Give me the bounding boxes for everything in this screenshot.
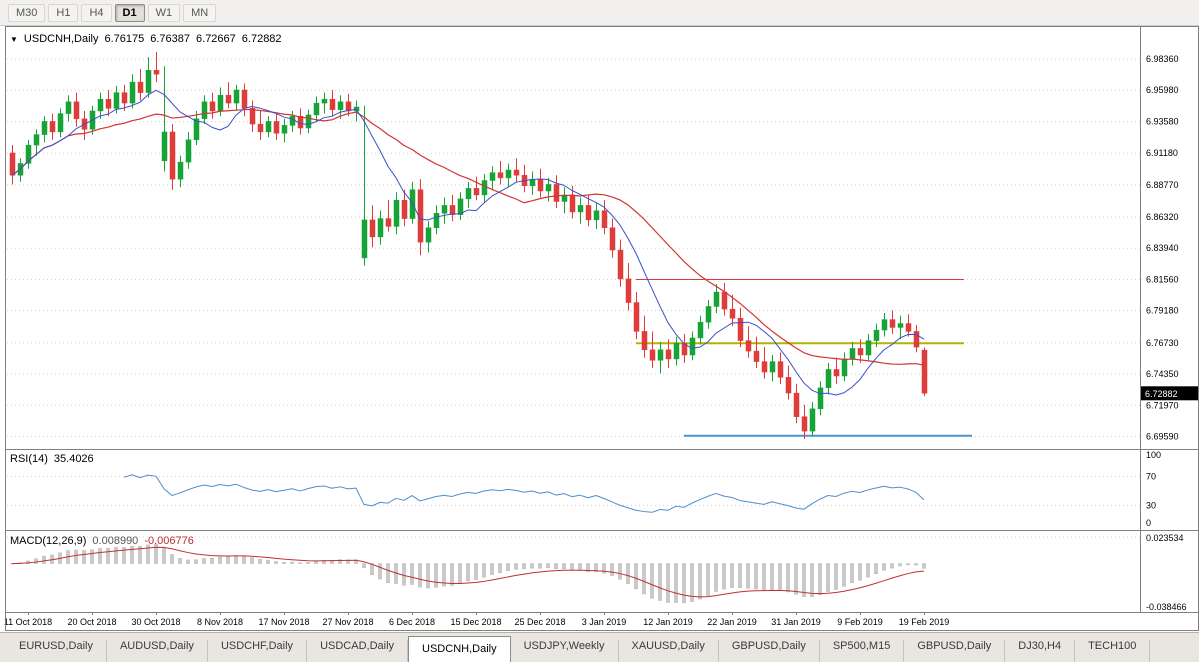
tab-usdchf-daily[interactable]: USDCHF,Daily — [208, 640, 308, 662]
timeframe-button-h1[interactable]: H1 — [48, 3, 79, 22]
timeframe-button-w1[interactable]: W1 — [147, 3, 181, 22]
macd-pane: 0.023534 -0.038466 — [7, 533, 1187, 612]
svg-text:31 Jan 2019: 31 Jan 2019 — [771, 617, 821, 627]
svg-text:6.86320: 6.86320 — [1146, 212, 1179, 222]
svg-text:6.79180: 6.79180 — [1146, 306, 1179, 316]
current-price-badge: 6.72882 — [1141, 386, 1198, 401]
svg-text:30: 30 — [1146, 500, 1156, 510]
rsi-indicator-label: RSI(14) 35.4026 — [10, 453, 94, 465]
price-axis: 6.98360 6.95980 6.93580 6.91180 6.88770 6.863… — [1146, 54, 1179, 442]
timeframe-button-mn[interactable]: MN — [183, 3, 217, 22]
svg-text:6.98360: 6.98360 — [1146, 54, 1179, 64]
timeframe-button-m30[interactable]: M30 — [8, 3, 46, 22]
svg-text:30 Oct 2018: 30 Oct 2018 — [131, 617, 180, 627]
timeframe-button-d1[interactable]: D1 — [114, 3, 145, 22]
rsi-pane: 100 70 30 0 — [7, 450, 1161, 528]
price-grid — [7, 58, 1140, 437]
moving-averages — [11, 89, 925, 396]
tab-gbpusd-daily[interactable]: GBPUSD,Daily — [904, 640, 1006, 662]
svg-text:6.83940: 6.83940 — [1146, 243, 1179, 253]
tab-usdjpy-weekly[interactable]: USDJPY,Weekly — [511, 640, 619, 662]
ohlc-open: 6.76175 — [104, 33, 145, 45]
svg-text:6 Dec 2018: 6 Dec 2018 — [389, 617, 435, 627]
chevron-down-icon[interactable]: ▼ — [10, 34, 18, 44]
svg-text:100: 100 — [1146, 450, 1161, 460]
ohlc-close: 6.72882 — [241, 33, 282, 45]
svg-text:6.69590: 6.69590 — [1146, 432, 1179, 442]
date-axis: 11 Oct 2018 20 Oct 2018 30 Oct 2018 8 Nov 2… — [4, 612, 949, 627]
svg-text:6.81560: 6.81560 — [1146, 274, 1179, 284]
tab-gbpusd-daily[interactable]: GBPUSD,Daily — [719, 640, 820, 662]
svg-text:6.71970: 6.71970 — [1146, 400, 1179, 410]
svg-text:25 Dec 2018: 25 Dec 2018 — [514, 617, 565, 627]
svg-text:27 Nov 2018: 27 Nov 2018 — [322, 617, 373, 627]
svg-text:11 Oct 2018: 11 Oct 2018 — [4, 617, 52, 627]
svg-text:0.023534: 0.023534 — [1146, 533, 1184, 543]
tab-audusd-daily[interactable]: AUDUSD,Daily — [107, 640, 208, 662]
svg-text:12 Jan 2019: 12 Jan 2019 — [643, 617, 693, 627]
tab-sp500-m15[interactable]: SP500,M15 — [820, 640, 905, 662]
chart-title: ▼ USDCNH,Daily 6.76175 6.76387 6.72667 6… — [10, 33, 282, 45]
svg-text:9 Feb 2019: 9 Feb 2019 — [837, 617, 883, 627]
svg-text:6.91180: 6.91180 — [1146, 148, 1178, 158]
ohlc-high: 6.76387 — [150, 33, 191, 45]
chart-symbol-label: USDCNH,Daily — [23, 33, 99, 45]
tab-tech100[interactable]: TECH100 — [1075, 640, 1151, 662]
pane-frames — [5, 26, 1199, 631]
ohlc-low: 6.72667 — [196, 33, 236, 45]
tab-eurusd-daily[interactable]: EURUSD,Daily — [6, 640, 107, 662]
svg-text:70: 70 — [1146, 472, 1156, 482]
svg-text:20 Oct 2018: 20 Oct 2018 — [67, 617, 116, 627]
svg-text:17 Nov 2018: 17 Nov 2018 — [258, 617, 309, 627]
chart-tab-bar: EURUSD,Daily AUDUSD,Daily USDCHF,Daily USDC… — [0, 632, 1199, 662]
svg-text:6.95980: 6.95980 — [1146, 85, 1179, 95]
svg-text:6.72882: 6.72882 — [1145, 389, 1178, 399]
svg-text:3 Jan 2019: 3 Jan 2019 — [582, 617, 627, 627]
timeframe-button-h4[interactable]: H4 — [81, 3, 112, 22]
svg-text:22 Jan 2019: 22 Jan 2019 — [707, 617, 757, 627]
macd-signal-value: -0.006776 — [144, 535, 194, 547]
svg-text:6.88770: 6.88770 — [1146, 180, 1179, 190]
tab-dj30-h4[interactable]: DJ30,H4 — [1005, 640, 1076, 662]
rsi-value: 35.4026 — [53, 453, 94, 465]
tab-xauusd-daily[interactable]: XAUUSD,Daily — [619, 640, 719, 662]
svg-text:6.93580: 6.93580 — [1146, 117, 1179, 127]
svg-text:8 Nov 2018: 8 Nov 2018 — [197, 617, 243, 627]
macd-indicator-label: MACD(12,26,9) 0.008990 -0.006776 — [10, 535, 194, 547]
macd-main-value: 0.008990 — [92, 535, 139, 547]
rsi-name: RSI(14) — [10, 453, 48, 465]
tab-usdcad-daily[interactable]: USDCAD,Daily — [307, 640, 409, 662]
svg-text:0: 0 — [1146, 518, 1151, 528]
svg-text:-0.038466: -0.038466 — [1146, 602, 1187, 612]
macd-name: MACD(12,26,9) — [10, 535, 87, 547]
svg-text:6.76730: 6.76730 — [1146, 338, 1179, 348]
chart-canvas[interactable]: 6.98360 6.95980 6.93580 6.91180 6.88770 6.863… — [0, 26, 1199, 632]
svg-text:15 Dec 2018: 15 Dec 2018 — [450, 617, 501, 627]
timeframe-toolbar: M30 H1 H4 D1 W1 MN — [0, 0, 1199, 26]
chart-window[interactable]: 6.98360 6.95980 6.93580 6.91180 6.88770 6.863… — [0, 26, 1199, 632]
candlestick-series — [9, 51, 928, 439]
svg-text:6.74350: 6.74350 — [1146, 369, 1179, 379]
svg-text:19 Feb 2019: 19 Feb 2019 — [899, 617, 950, 627]
tab-usdcnh-daily[interactable]: USDCNH,Daily — [408, 636, 511, 662]
